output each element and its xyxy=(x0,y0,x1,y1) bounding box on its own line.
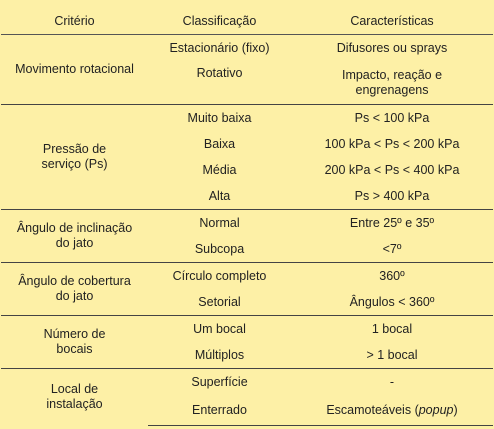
criterion-label: Pressão de serviço (Ps) xyxy=(41,142,108,171)
table-row: Ângulo de inclinação do jato Normal Entr… xyxy=(1,209,493,263)
criterion-cell: Ângulo de inclinação do jato xyxy=(1,209,148,263)
classification-cell: Setorial xyxy=(198,294,241,309)
table-row: Movimento rotacional Estacionário (fixo)… xyxy=(1,34,493,105)
characteristic-cell: Ps < 100 kPa xyxy=(291,104,493,131)
table-row: Subcopa <7º xyxy=(1,236,493,263)
characteristic-cell: Difusores ou sprays xyxy=(291,34,493,61)
characteristic-cell: > 1 bocal xyxy=(366,347,418,362)
criterion-cell: Movimento rotacional xyxy=(1,34,148,105)
table-row: Alta Ps > 400 kPa xyxy=(1,183,493,210)
criterion-label: Ângulo de inclinação do jato xyxy=(16,221,133,250)
criterion-label: Movimento rotacional xyxy=(15,62,134,76)
characteristic-cell: 1 bocal xyxy=(291,315,493,342)
table-row: Média 200 kPa < Ps < 400 kPa xyxy=(1,157,493,183)
characteristic-cell: Ângulos < 360º xyxy=(349,294,435,309)
table-row: Número de bocais Um bocal 1 bocal xyxy=(1,315,493,369)
classification-cell: Muito baixa xyxy=(148,104,291,131)
table-row: Pressão de serviço (Ps) Muito baixa Ps <… xyxy=(1,104,493,210)
characteristic-cell: Ps > 400 kPa xyxy=(354,188,430,203)
classification-cell: Normal xyxy=(148,209,291,236)
header-criterion: Critério xyxy=(1,8,148,35)
classification-cell: Baixa xyxy=(203,136,236,151)
classification-cell: Rotativo xyxy=(196,66,243,80)
header-classification: Classificação xyxy=(148,8,291,35)
classification-cell: Múltiplos xyxy=(194,347,245,362)
classification-cell: Superfície xyxy=(148,368,291,395)
classification-cell: Círculo completo xyxy=(148,262,291,289)
table-row: Local de instalação Superfície - xyxy=(1,368,493,426)
criterion-label: Número de bocais xyxy=(43,327,106,356)
table-row: Rotativo Impacto, reação e engrenagens xyxy=(1,61,493,105)
criterion-cell: Ângulo de cobertura do jato xyxy=(1,262,148,316)
characteristic-cell: Impacto, reação e engrenagens xyxy=(291,61,493,105)
characteristic-cell: Escamoteáveis (popup) xyxy=(291,395,493,426)
criterion-cell: Pressão de serviço (Ps) xyxy=(1,104,148,210)
classification-cell: Estacionário (fixo) xyxy=(148,34,291,61)
header-row: Critério Classificação Características xyxy=(1,8,493,35)
criterion-label: Local de instalação xyxy=(46,382,103,412)
characteristic-cell: Entre 25º e 35º xyxy=(291,209,493,236)
table-row: Baixa 100 kPa < Ps < 200 kPa xyxy=(1,131,493,157)
header-characteristics: Características xyxy=(291,8,493,35)
criterion-label: Ângulo de cobertura do jato xyxy=(18,274,131,303)
characteristic-cell: <7º xyxy=(382,241,402,256)
criterion-cell: Local de instalação xyxy=(1,368,148,426)
characteristic-cell: - xyxy=(291,368,493,395)
table-row: Setorial Ângulos < 360º xyxy=(1,289,493,316)
characteristic-text: Escamoteáveis xyxy=(326,402,412,417)
characteristic-cell: 360º xyxy=(291,262,493,289)
classification-cell: Alta xyxy=(208,188,231,203)
classification-cell: Média xyxy=(202,162,237,177)
characteristic-cell: 200 kPa < Ps < 400 kPa xyxy=(324,162,460,177)
characteristic-emphasis: popup xyxy=(418,402,454,417)
criterion-cell: Número de bocais xyxy=(1,315,148,369)
characteristic-cell: 100 kPa < Ps < 200 kPa xyxy=(324,136,460,151)
characteristic-text: Impacto, reação e engrenagens xyxy=(341,67,443,97)
classification-cell: Um bocal xyxy=(148,315,291,342)
sprinkler-classification-table: Critério Classificação Características M… xyxy=(1,8,493,426)
table-row: Enterrado Escamoteáveis (popup) xyxy=(1,395,493,426)
table-row: Múltiplos > 1 bocal xyxy=(1,342,493,369)
classification-cell: Subcopa xyxy=(194,241,245,256)
classification-cell: Enterrado xyxy=(148,395,291,426)
table-row: Ângulo de cobertura do jato Círculo comp… xyxy=(1,262,493,316)
